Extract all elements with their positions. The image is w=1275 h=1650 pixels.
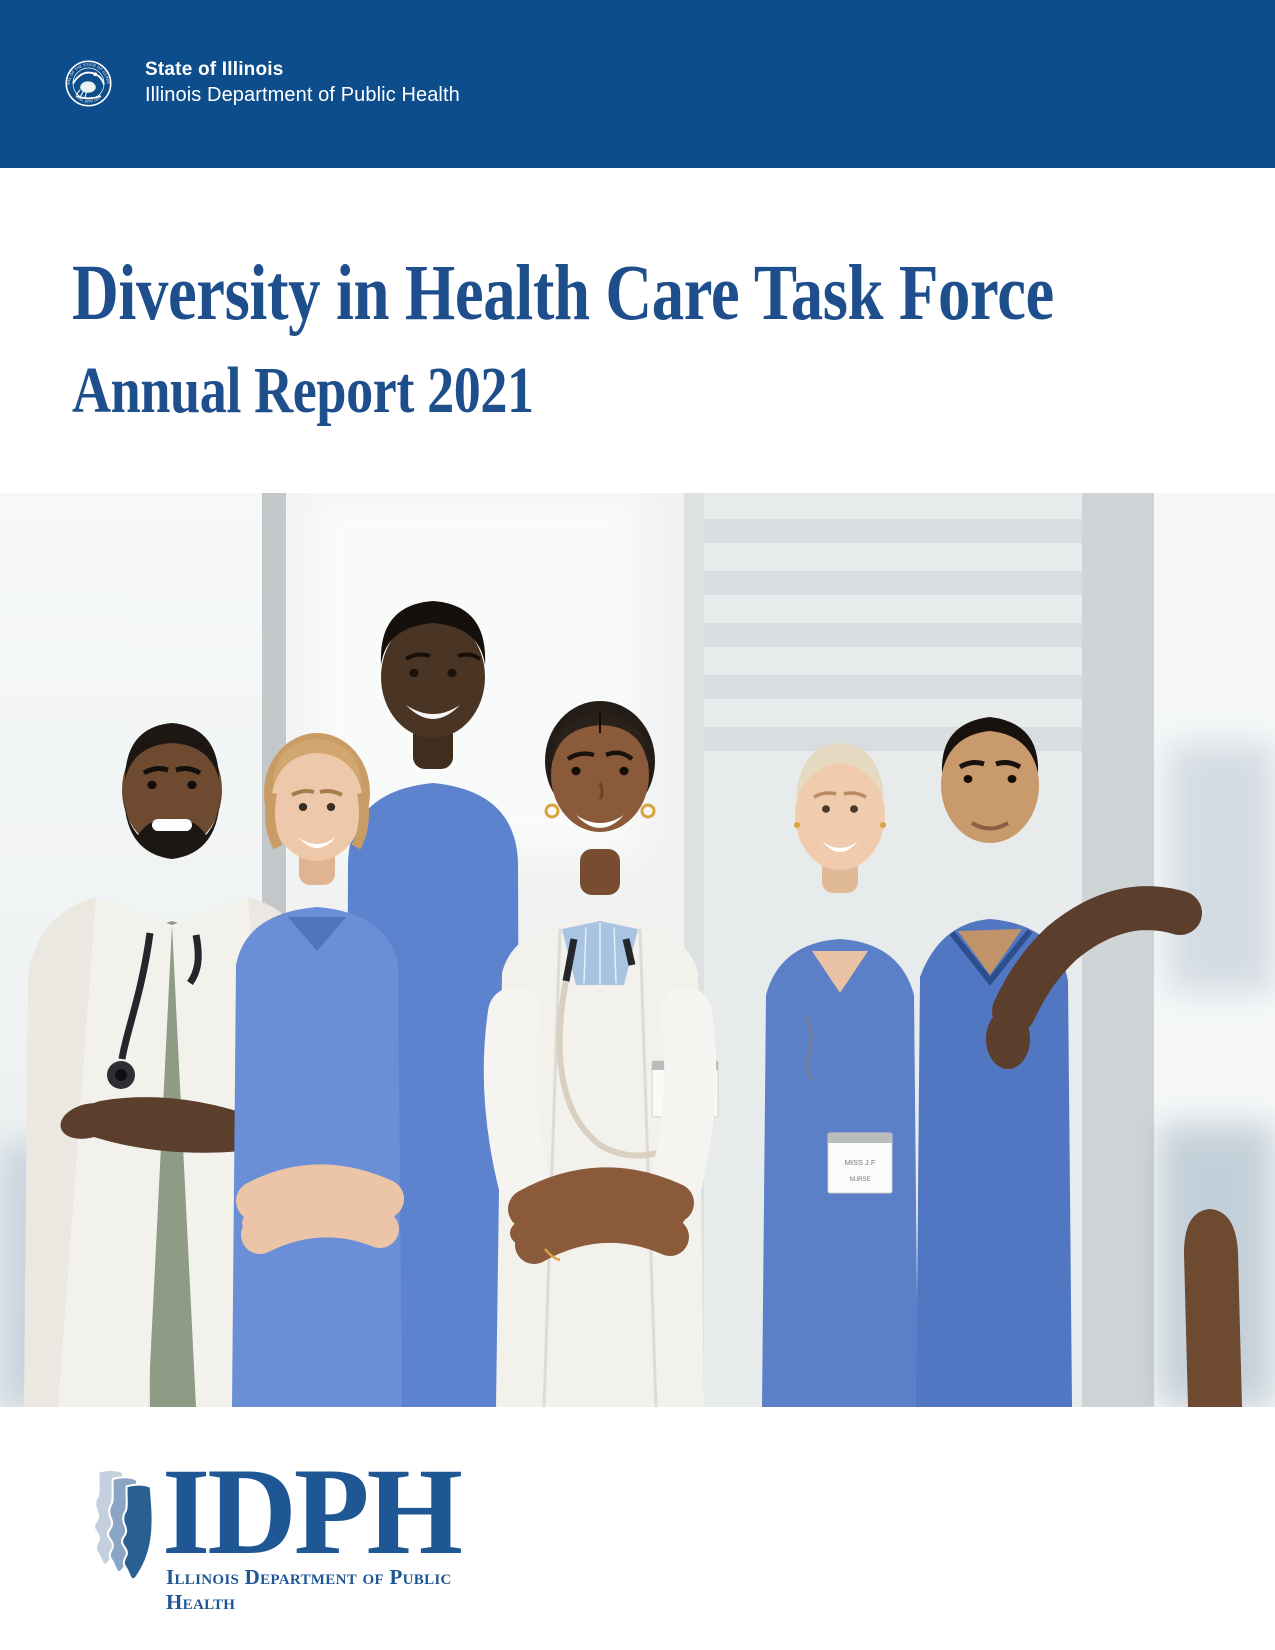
arm-over-left-shoulder bbox=[60, 1097, 272, 1153]
nurse-badge-name: MISS J.F bbox=[845, 1158, 876, 1167]
nurse-badge-role: NURSE bbox=[849, 1177, 870, 1183]
agency-name-block: State of Illinois Illinois Department of… bbox=[145, 58, 460, 107]
person-doctor-center: DR. J.D bbox=[483, 701, 719, 1407]
idph-acronym: IDPH bbox=[162, 1443, 463, 1580]
report-subtitle: Annual Report 2021 bbox=[72, 354, 534, 427]
arm-over-right-shoulder bbox=[986, 886, 1242, 1407]
state-banner: SEAL OF THE STATE OF ILLINOIS AUG. 26TH … bbox=[0, 0, 1275, 168]
seal-eagle-icon bbox=[72, 71, 105, 100]
idph-wordmark: Illinois Department of Public Health bbox=[166, 1565, 452, 1614]
person-nurse-right bbox=[916, 717, 1072, 1407]
illinois-state-seal-icon: SEAL OF THE STATE OF ILLINOIS AUG. 26TH … bbox=[43, 39, 112, 107]
person-nurse-shaved-head: MISS J.F NURSE bbox=[762, 743, 918, 1407]
nurse-name-badge: MISS J.F NURSE bbox=[827, 1132, 893, 1194]
cover-photo-illustration: MISS J.F NURSE DR. bbox=[0, 493, 1275, 1407]
person-nurse-blonde bbox=[232, 733, 404, 1407]
idph-logo-mark-icon bbox=[93, 1469, 154, 1581]
idph-logo: IDPH Illinois Department of Public Healt… bbox=[72, 1450, 512, 1614]
report-title: Diversity in Health Care Task Force bbox=[72, 250, 1054, 337]
agency-line2: Illinois Department of Public Health bbox=[145, 83, 460, 106]
cover-photo: MISS J.F NURSE DR. bbox=[0, 493, 1275, 1407]
report-title-block: Diversity in Health Care Task Force Annu… bbox=[72, 254, 1269, 424]
agency-line1: State of Illinois bbox=[145, 59, 284, 80]
